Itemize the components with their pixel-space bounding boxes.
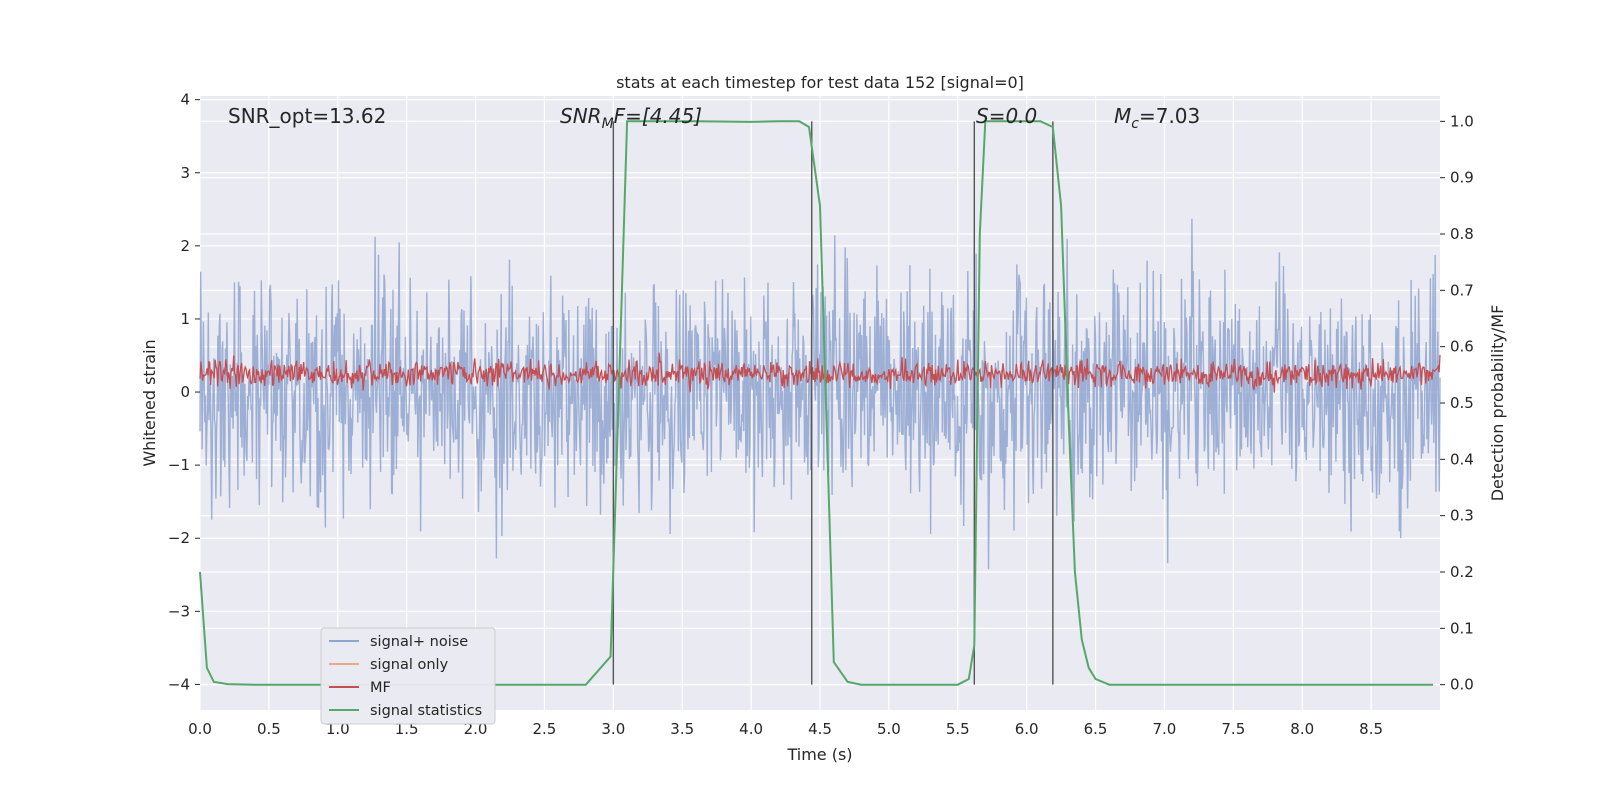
x-tick-label: 6.5 — [1084, 720, 1108, 738]
legend-label-mf: MF — [370, 680, 391, 696]
x-tick-label: 7.0 — [1153, 720, 1177, 738]
y2-tick-label: 0.6 — [1450, 338, 1474, 356]
x-tick-label: 3.0 — [601, 720, 625, 738]
x-tick-label: 5.0 — [877, 720, 901, 738]
y2-tick-label: 0.7 — [1450, 281, 1474, 299]
y2-tick-label: 0.2 — [1450, 563, 1474, 581]
y2-tick-label: 0.0 — [1450, 676, 1474, 694]
x-tick-label: 6.0 — [1015, 720, 1039, 738]
annotation-snr-mf: SNRMF=[4.45] — [560, 104, 702, 132]
y-axis-label: Whitened strain — [140, 339, 159, 466]
annotation-mc: Mc=7.03 — [1114, 104, 1200, 132]
chart-title: stats at each timestep for test data 152… — [616, 73, 1024, 92]
x-axis-ticks: 0.0 0.5 1.0 1.5 2.0 2.5 3.0 3.5 4.0 4.5 5.0 5.5 6.0 6… — [188, 720, 1383, 738]
y2-axis-label: Detection probability/MF — [1488, 305, 1507, 502]
y2-tick-label: 0.5 — [1450, 394, 1474, 412]
legend-label-signal-statistics: signal statistics — [370, 703, 482, 719]
x-tick-label: 4.0 — [739, 720, 763, 738]
x-axis-label: Time (s) — [786, 745, 852, 764]
x-tick-label: 4.5 — [808, 720, 832, 738]
y-tick-label: −1 — [168, 456, 190, 474]
y2-tick-label: 1.0 — [1450, 112, 1474, 130]
y-tick-label: 0 — [180, 383, 190, 401]
annotation-snr-opt: SNR_opt=13.62 — [228, 104, 386, 128]
y2-axis-ticks: 0.0 0.1 0.2 0.3 0.4 0.5 0.6 0.7 0.8 0.9 1.0 — [1440, 112, 1474, 694]
y-axis-ticks: −4 −3 −2 −1 0 1 2 3 4 — [168, 91, 200, 693]
signal-noise-line — [199, 218, 1441, 570]
x-tick-label: 7.5 — [1221, 720, 1245, 738]
series-signal-plus-noise — [199, 218, 1441, 570]
y2-tick-label: 0.4 — [1450, 450, 1474, 468]
y-tick-label: 3 — [180, 164, 190, 182]
y2-tick-label: 0.9 — [1450, 169, 1474, 187]
mf-line — [199, 352, 1441, 393]
x-tick-label: 0.0 — [188, 720, 212, 738]
y2-tick-label: 0.1 — [1450, 619, 1474, 637]
y2-tick-label: 0.8 — [1450, 225, 1474, 243]
y-tick-label: −3 — [168, 602, 190, 620]
y-tick-label: 4 — [180, 91, 190, 109]
x-tick-label: 2.5 — [533, 720, 557, 738]
y2-tick-label: 0.3 — [1450, 507, 1474, 525]
x-tick-label: 0.5 — [257, 720, 281, 738]
x-tick-label: 3.5 — [670, 720, 694, 738]
x-tick-label: 5.5 — [946, 720, 970, 738]
annotation-s: S=0.0 — [976, 104, 1037, 128]
y-tick-label: −2 — [168, 529, 190, 547]
y-tick-label: 2 — [180, 237, 190, 255]
series-mf — [199, 352, 1441, 393]
legend-label-signal-noise: signal+ noise — [370, 634, 468, 650]
x-tick-label: 8.5 — [1359, 720, 1383, 738]
y-tick-label: 1 — [180, 310, 190, 328]
x-tick-label: 8.0 — [1290, 720, 1314, 738]
y-tick-label: −4 — [168, 675, 190, 693]
legend-box — [320, 627, 496, 725]
legend-label-signal-only: signal only — [370, 657, 449, 673]
legend: signal+ noise signal only MF signal stat… — [320, 627, 496, 725]
